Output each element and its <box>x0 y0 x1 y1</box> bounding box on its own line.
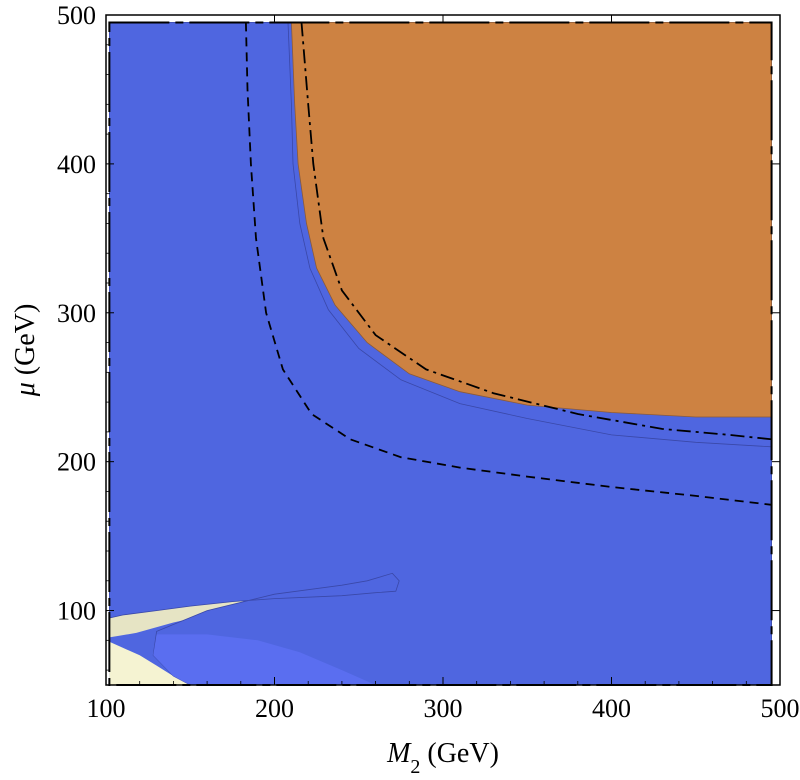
y-axis-title-unit: (GeV) <box>10 304 41 383</box>
x-tick-label: 400 <box>592 694 631 723</box>
x-tick-label: 100 <box>87 694 126 723</box>
y-tick-label: 300 <box>57 299 96 328</box>
x-tick-label: 500 <box>761 694 800 723</box>
x-tick-label: 200 <box>255 694 294 723</box>
x-axis-title-unit: (GeV) <box>420 738 499 769</box>
y-axis-title-main: μ <box>10 382 41 397</box>
blue-region <box>109 21 772 686</box>
y-axis-title: μ (GeV) <box>10 304 41 398</box>
x-tick-label: 300 <box>424 694 463 723</box>
orange-region <box>290 21 772 418</box>
x-axis-title-main: M <box>386 738 412 769</box>
contour-line-dashdot <box>300 22 772 441</box>
y-tick-label: 500 <box>57 1 96 30</box>
bright-blue-region <box>153 634 376 685</box>
y-tick-label: 400 <box>57 150 96 179</box>
regions-layer <box>108 21 773 686</box>
y-tick-label: 100 <box>57 597 96 626</box>
contour-line-dashed <box>245 22 772 506</box>
x-axis-title-subscript: 2 <box>410 756 420 778</box>
ticks-layer: 100 200 300 400 500 100 200 300 400 500 <box>57 1 800 723</box>
contour-lines-layer <box>245 22 772 506</box>
x-axis-title: M2 (GeV) <box>386 738 499 778</box>
y-tick-label: 200 <box>57 448 96 477</box>
